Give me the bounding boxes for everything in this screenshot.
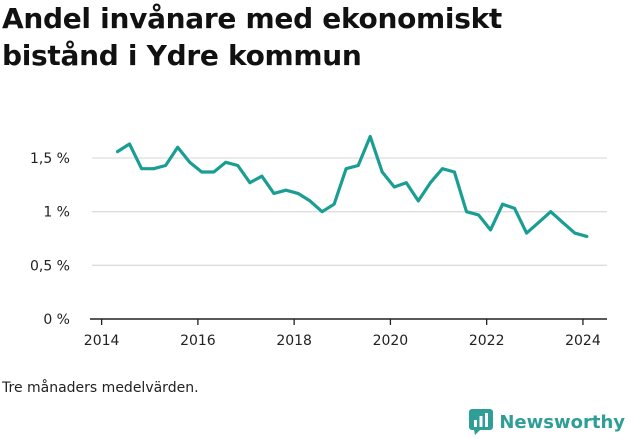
x-tick-label: 2020	[373, 333, 409, 349]
x-tick-label: 2018	[276, 333, 312, 349]
data-point	[116, 150, 119, 153]
data-point	[453, 170, 456, 174]
x-axis: 2014 2016 2018 2020 2022 2024	[84, 318, 607, 349]
y-tick-label: 0,5 %	[30, 258, 70, 274]
data-point	[236, 164, 240, 167]
data-point	[585, 234, 589, 238]
gridlines	[92, 157, 607, 266]
x-tick-label: 2024	[565, 333, 601, 349]
brand-logo: Newsworthy	[469, 407, 625, 437]
data-point	[152, 167, 156, 171]
data-point	[272, 192, 276, 195]
data-point	[465, 210, 468, 214]
data-point	[296, 192, 300, 195]
x-tick-label: 2022	[469, 333, 505, 349]
data-point	[332, 202, 336, 206]
data-point	[224, 160, 228, 164]
x-tick-label: 2014	[84, 333, 120, 349]
data-point	[392, 185, 396, 189]
data-point	[140, 167, 143, 171]
data-point	[501, 202, 504, 206]
y-tick-label: 0 %	[43, 312, 70, 328]
series-layer	[115, 134, 589, 238]
data-point	[320, 210, 324, 214]
chart-title: Andel invånare med ekonomiskt bistånd i …	[2, 2, 503, 72]
data-point	[248, 181, 252, 185]
x-tick-label: 2016	[180, 333, 216, 349]
data-point	[477, 213, 480, 217]
data-point	[284, 188, 288, 192]
data-point	[356, 164, 360, 167]
chart-note: Tre månaders medelvärden.	[2, 380, 199, 396]
data-point	[513, 207, 516, 210]
newsworthy-icon	[469, 409, 494, 435]
series-line	[115, 134, 589, 238]
data-point	[176, 145, 180, 149]
y-tick-label: 1,5 %	[30, 151, 70, 167]
data-point	[308, 199, 312, 203]
data-point	[416, 199, 420, 203]
data-point	[489, 228, 492, 232]
y-axis: 0 % 0,5 % 1 % 1,5 %	[30, 151, 70, 328]
data-point	[573, 231, 577, 235]
data-point	[561, 221, 565, 224]
data-point	[537, 221, 541, 224]
data-point	[525, 231, 529, 235]
data-point	[428, 181, 432, 185]
data-point	[440, 167, 444, 171]
data-point	[128, 142, 131, 146]
data-point	[344, 167, 348, 171]
data-point	[380, 170, 384, 174]
data-point	[260, 174, 264, 178]
data-point	[200, 170, 204, 174]
data-point	[212, 170, 216, 174]
y-tick-label: 1 %	[43, 205, 70, 221]
brand-name: Newsworthy	[499, 411, 625, 433]
data-point	[164, 164, 168, 167]
data-point	[404, 181, 408, 185]
data-point	[188, 160, 192, 164]
data-point	[549, 210, 553, 214]
data-point	[368, 135, 372, 138]
